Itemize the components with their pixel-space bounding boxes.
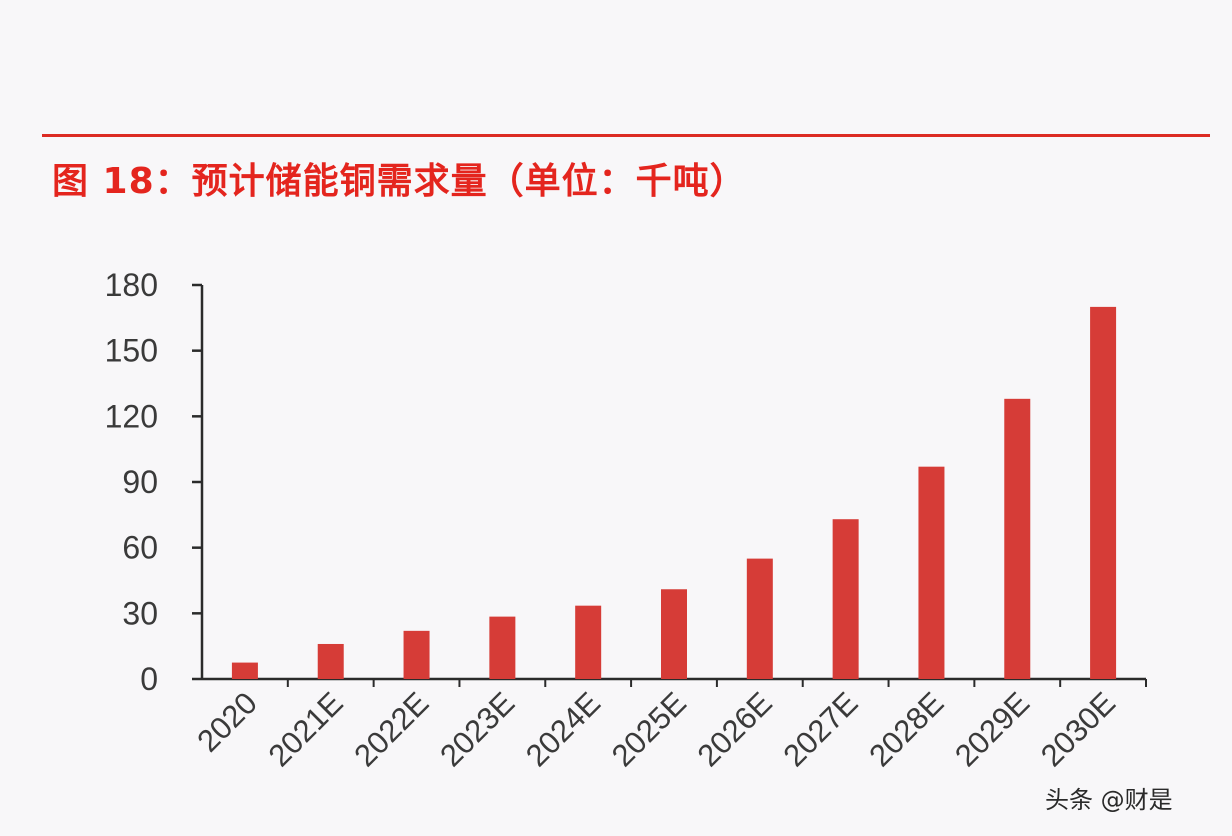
y-axis: 0 30 60 90 120 150 180 — [105, 267, 204, 697]
bar-2026E — [746, 558, 773, 679]
x-tick-label: 2020 — [190, 685, 264, 759]
x-tick-label: 2030E — [1034, 685, 1122, 773]
bar-2025E — [661, 589, 687, 679]
y-tick-label: 120 — [105, 398, 158, 434]
x-tick-label: 2022E — [347, 685, 435, 773]
bar-2020 — [231, 662, 258, 679]
bar-2028E — [918, 466, 945, 679]
figure-title: 图 18：预计储能铜需求量（单位：千吨） — [52, 161, 747, 202]
x-tick-label: 2027E — [776, 685, 864, 773]
y-tick-label: 30 — [122, 595, 158, 631]
y-tick-label: 60 — [122, 530, 158, 566]
y-tick-label: 180 — [105, 267, 158, 303]
x-axis: 20202021E2022E2023E2024E2025E2026E2027E2… — [190, 677, 1147, 773]
bar-2029E — [1004, 398, 1031, 679]
x-tick-label: 2024E — [519, 685, 607, 773]
bars — [231, 306, 1117, 679]
x-tick-label: 2029E — [948, 685, 1036, 773]
x-tick-label: 2026E — [691, 685, 779, 773]
bar-2030E — [1090, 306, 1117, 679]
watermark: 头条 @财是 — [1045, 786, 1173, 814]
y-tick-label: 90 — [122, 464, 158, 500]
x-tick-label: 2028E — [862, 685, 950, 773]
x-tick-label: 2023E — [433, 685, 521, 773]
x-tick-label: 2021E — [262, 685, 350, 773]
bar-2021E — [317, 643, 344, 679]
bar-2024E — [575, 605, 602, 679]
bar-2022E — [403, 630, 430, 679]
bar-2023E — [489, 616, 516, 679]
x-tick-label: 2025E — [605, 685, 693, 773]
bar-2027E — [832, 519, 859, 679]
title-rule — [42, 134, 1210, 137]
y-tick-label: 150 — [105, 333, 158, 369]
y-tick-label: 0 — [140, 661, 158, 697]
